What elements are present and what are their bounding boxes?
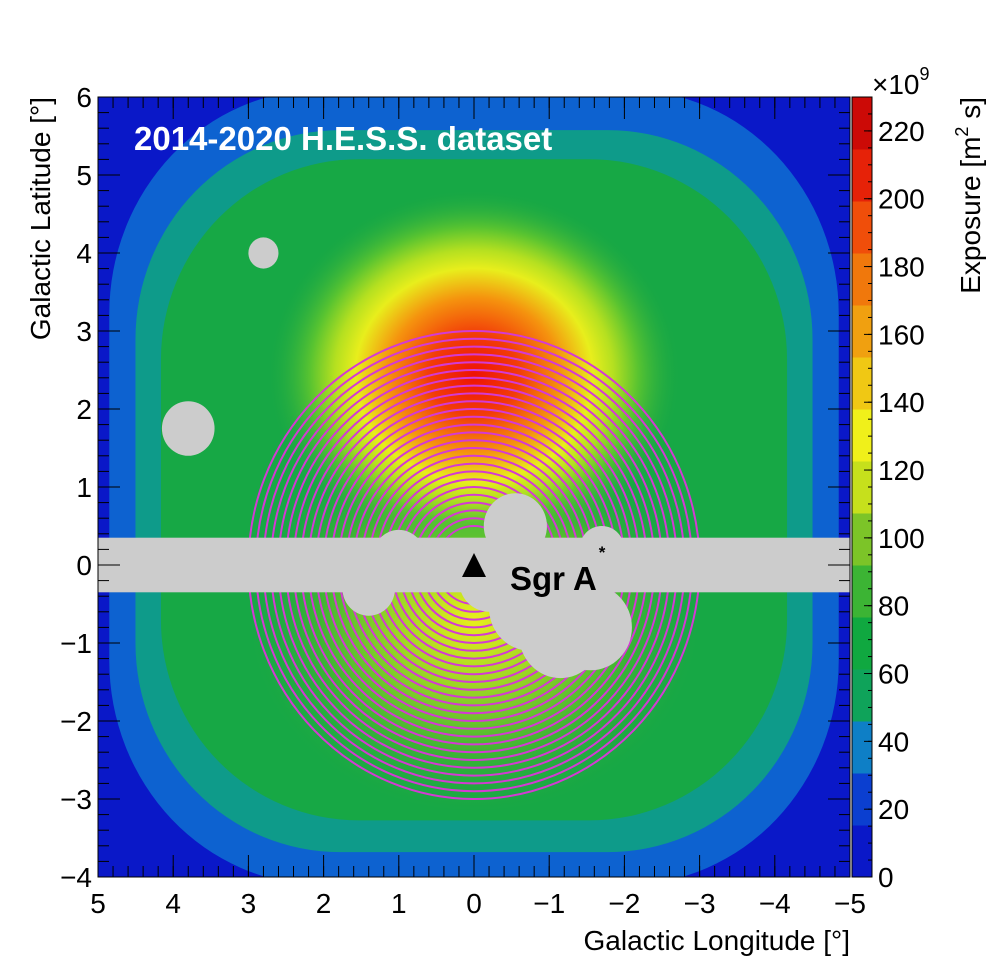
x-tick-label: 2	[316, 888, 332, 919]
mask-disk	[248, 237, 279, 269]
y-tick-label: 6	[76, 82, 92, 113]
colorbar-tick-label: 180	[878, 252, 925, 283]
mask-disk	[161, 401, 215, 456]
y-tick-label: 0	[76, 550, 92, 581]
colorbar-tick-label: 140	[878, 387, 925, 418]
y-tick-label: −3	[60, 784, 92, 815]
colorbar-band	[852, 149, 872, 202]
colorbar-band	[852, 565, 872, 618]
colorbar-label: Exposure [m2 s]	[952, 97, 986, 294]
colorbar-tick-label: 80	[878, 591, 909, 622]
y-tick-label: −4	[60, 862, 92, 893]
plot-area	[98, 97, 850, 877]
colorbar-tick-label: 60	[878, 659, 909, 690]
source-marker	[462, 553, 486, 577]
colorbar-tick-label: 200	[878, 184, 925, 215]
x-tick-label: −3	[684, 888, 716, 919]
y-tick-label: −2	[60, 706, 92, 737]
colorbar-band	[852, 513, 872, 566]
source-label: Sgr A*	[510, 543, 606, 597]
colorbar-band	[852, 669, 872, 722]
colorbar-band	[852, 201, 872, 254]
x-axis: 5 4 3 2 1 0 −1 −2 −3 −4 −5	[90, 97, 866, 919]
colorbar-band	[852, 461, 872, 514]
colorbar-band	[852, 357, 872, 410]
y-tick-label: 2	[76, 394, 92, 425]
colorbar-band	[852, 825, 872, 878]
colorbar: 0 20 40 60 80 100 120 140 160 180 200 220 ×109 Expo…	[851, 64, 986, 893]
colorbar-tick-label: 20	[878, 794, 909, 825]
y-axis-label: Galactic Latitude [°]	[25, 97, 56, 340]
mask-disk	[549, 584, 632, 671]
x-tick-label: 4	[165, 888, 181, 919]
x-tick-label: −5	[834, 888, 866, 919]
x-tick-label: 3	[241, 888, 257, 919]
colorbar-tick-label: 160	[878, 319, 925, 350]
annotation-title: 2014-2020 H.E.S.S. dataset	[134, 120, 552, 157]
colorbar-multiplier: ×109	[872, 64, 930, 100]
colorbar-label-tail: s]	[955, 97, 986, 127]
colorbar-tick-label: 40	[878, 726, 909, 757]
mask-disk	[483, 493, 547, 559]
colorbar-band	[852, 305, 872, 358]
mask-disk	[342, 561, 396, 616]
source-label-sup: *	[599, 543, 606, 562]
colorbar-tick-label: 100	[878, 523, 925, 554]
x-tick-label: 5	[90, 888, 106, 919]
y-tick-label: −1	[60, 628, 92, 659]
colorbar-band	[852, 773, 872, 826]
source-marker-group: Sgr A*	[462, 543, 606, 597]
colorbar-label-text: Exposure [m	[955, 137, 986, 294]
exposure-peak	[244, 185, 704, 565]
colorbar-band	[852, 721, 872, 774]
x-tick-label: −1	[533, 888, 565, 919]
colorbar-band	[852, 409, 872, 462]
x-tick-label: −4	[759, 888, 791, 919]
colorbar-band	[852, 253, 872, 306]
y-tick-label: 1	[76, 472, 92, 503]
source-label-text: Sgr A	[510, 560, 597, 597]
y-axis: −4 −3 −2 −1 0 1 2 3 4 5 6	[60, 82, 850, 893]
colorbar-tick-label: 0	[878, 862, 894, 893]
colorbar-tick-label: 120	[878, 455, 925, 486]
y-tick-label: 3	[76, 316, 92, 347]
x-tick-label: 1	[391, 888, 407, 919]
colorbar-multiplier-base: ×10	[872, 69, 920, 100]
colorbar-band	[852, 617, 872, 670]
x-axis-label: Galactic Longitude [°]	[584, 925, 850, 956]
colorbar-label-sup: 2	[952, 127, 972, 137]
y-tick-label: 4	[76, 238, 92, 269]
mask-disk	[579, 526, 625, 573]
colorbar-tick-label: 220	[878, 116, 925, 147]
y-tick-label: 5	[76, 160, 92, 191]
colorbar-band	[852, 97, 872, 150]
colorbar-multiplier-exp: 9	[920, 64, 930, 84]
x-tick-label: −2	[608, 888, 640, 919]
colorbar-scale	[852, 97, 872, 878]
x-tick-label: 0	[466, 888, 482, 919]
colorbar-ticks: 0 20 40 60 80 100 120 140 160 180 200 220	[864, 96, 925, 893]
